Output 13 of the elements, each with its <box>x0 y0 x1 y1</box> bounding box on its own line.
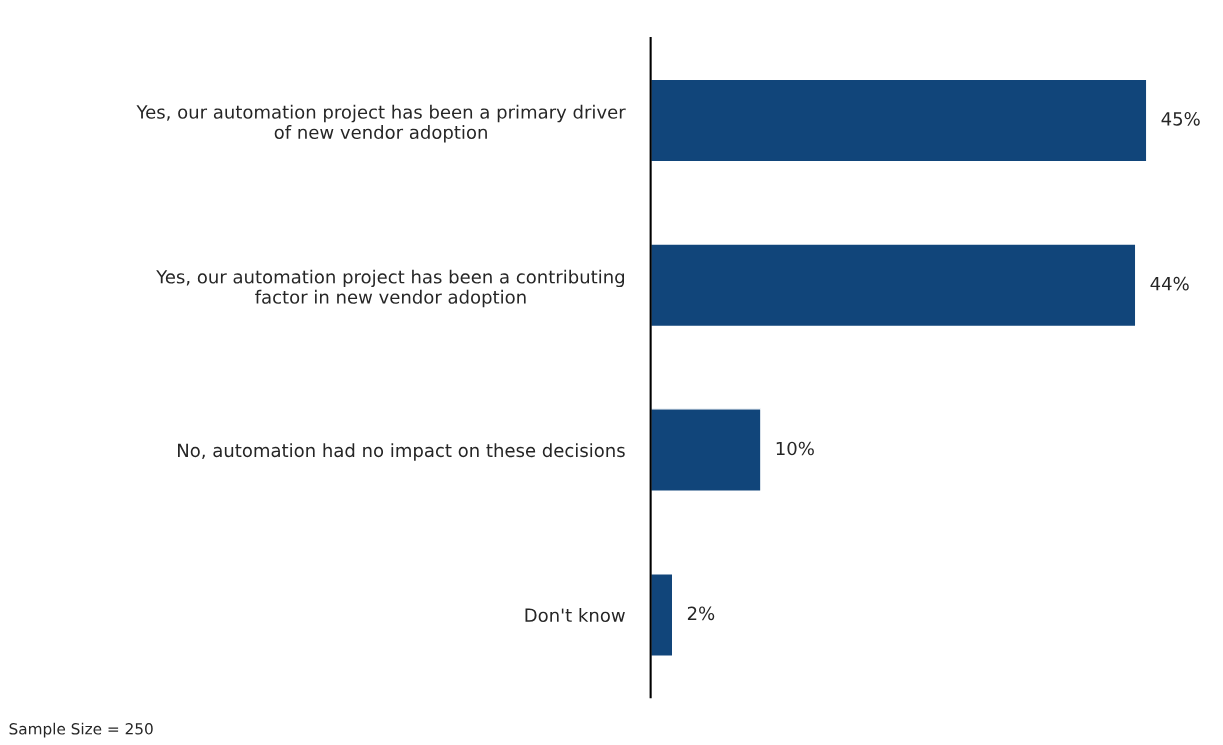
data-label: 10% <box>776 441 814 456</box>
y-tick-label: Don't know <box>525 608 625 623</box>
y-tick-label: No, automation had no impact on these decisions <box>178 443 625 461</box>
bar <box>650 573 674 657</box>
y-tick-label: Yes, our automation project has been a contributing factor in new vendor adoption <box>156 269 624 308</box>
data-label: 45% <box>1161 111 1200 126</box>
bar <box>650 78 1148 163</box>
bar <box>650 408 762 492</box>
data-label: 44% <box>1150 276 1189 291</box>
bar <box>650 243 1137 328</box>
y-tick-label: Yes, our automation project has been a primary driver of new vendor adoption <box>136 104 626 143</box>
text: Sample Size = 250 <box>9 722 153 738</box>
data-label: 2% <box>687 606 715 621</box>
